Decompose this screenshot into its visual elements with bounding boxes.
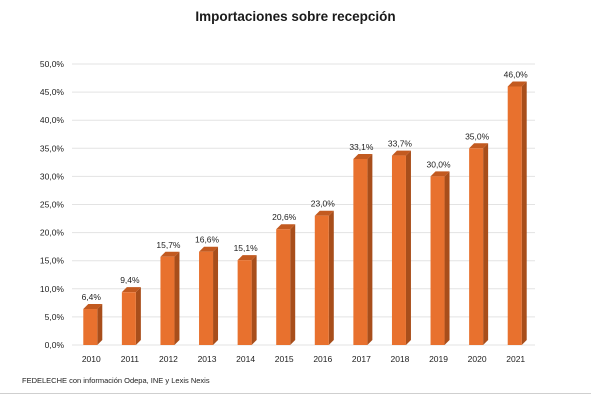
bar-side [135, 287, 141, 345]
bar-top [83, 304, 103, 310]
data-label: 33,7% [388, 139, 413, 149]
x-tick-label: 2019 [429, 354, 448, 364]
y-tick-label: 0,0% [45, 340, 65, 350]
bar-side [328, 210, 334, 345]
bar-2011 [121, 287, 141, 345]
data-label: 30,0% [426, 159, 451, 169]
x-tick-label: 2010 [82, 354, 101, 364]
y-tick-label: 10,0% [40, 284, 65, 294]
bar-front [121, 292, 136, 345]
y-tick-label: 45,0% [40, 87, 65, 97]
x-axis-ticks: 2010 2011 2012 2013 2014 2015 2016 2017 2018 2019… [82, 354, 526, 364]
bar-2016 [314, 210, 334, 345]
data-label: 9,4% [120, 275, 140, 285]
x-tick-label: 2014 [236, 354, 255, 364]
bar-side [213, 246, 219, 345]
bar-side [405, 150, 411, 345]
y-tick-label: 5,0% [45, 312, 65, 322]
data-label: 20,6% [272, 212, 297, 222]
bar-side [174, 251, 180, 345]
source-note: FEDELECHE con información Odepa, INE y L… [22, 376, 210, 385]
data-label: 46,0% [504, 69, 529, 79]
bar-2020 [469, 143, 489, 345]
bar-front [391, 155, 406, 345]
x-tick-label: 2016 [313, 354, 332, 364]
y-tick-label: 40,0% [40, 115, 65, 125]
data-label: 16,6% [195, 235, 220, 245]
data-labels: 6,4% 9,4% 15,7% 16,6% 15,1% 20,6% 23,0% 33,1% 33… [82, 69, 529, 302]
bar-2015 [276, 224, 296, 345]
x-tick-label: 2018 [390, 354, 409, 364]
bar-top [276, 224, 296, 230]
bar-top [160, 251, 180, 257]
x-tick-label: 2021 [506, 354, 525, 364]
bar-side [367, 153, 373, 345]
x-tick-label: 2013 [198, 354, 217, 364]
bar-side [521, 81, 527, 345]
gridlines [72, 63, 535, 346]
bar-top [430, 171, 450, 177]
bar-top [314, 210, 334, 216]
bottom-divider [0, 393, 591, 394]
bar-2018 [391, 150, 411, 345]
bar-top [237, 255, 257, 261]
bar-2017 [353, 153, 373, 345]
y-tick-label: 30,0% [40, 171, 65, 181]
x-tick-label: 2015 [275, 354, 294, 364]
data-label: 15,1% [234, 243, 259, 253]
bar-front [237, 260, 252, 345]
y-tick-label: 35,0% [40, 143, 65, 153]
data-label: 35,0% [465, 131, 490, 141]
bar-side [290, 224, 296, 345]
y-tick-label: 15,0% [40, 256, 65, 266]
bar-top [391, 150, 411, 156]
bar-front [353, 158, 368, 345]
bar-side [444, 171, 450, 345]
bar-front [469, 148, 484, 345]
bar-side [483, 143, 489, 345]
x-tick-label: 2020 [468, 354, 487, 364]
bar-front [314, 215, 329, 345]
data-label: 33,1% [349, 142, 374, 152]
bar-2019 [430, 171, 450, 345]
x-tick-label: 2012 [159, 354, 178, 364]
y-axis-ticks: 0,0% 5,0% 10,0% 15,0% 20,0% 25,0% 30,0% 35,0% 40… [40, 59, 65, 350]
bar-top [121, 287, 141, 293]
y-tick-label: 25,0% [40, 200, 65, 210]
bar-side [251, 255, 257, 345]
data-label: 6,4% [82, 292, 102, 302]
chart-title: Importaciones sobre recepción [195, 9, 396, 24]
bar-2012 [160, 251, 180, 345]
bar-2021 [507, 81, 527, 345]
x-tick-label: 2011 [121, 354, 140, 364]
bar-2013 [199, 246, 219, 345]
bar-front [160, 256, 175, 345]
bar-top [507, 81, 527, 87]
bar-top [353, 153, 373, 159]
bar-front [276, 229, 291, 345]
y-tick-label: 20,0% [40, 228, 65, 238]
bar-2014 [237, 255, 257, 345]
data-label: 23,0% [311, 199, 336, 209]
bar-front [507, 86, 522, 345]
x-tick-label: 2017 [352, 354, 371, 364]
bars [83, 81, 527, 345]
y-tick-label: 50,0% [40, 59, 65, 69]
bar-top [199, 246, 219, 252]
bar-2010 [83, 304, 103, 345]
bar-top [469, 143, 489, 149]
bar-front [199, 251, 214, 345]
bar-side [97, 304, 103, 345]
data-label: 15,7% [156, 240, 181, 250]
bar-front [83, 309, 98, 345]
bar-front [430, 176, 445, 345]
